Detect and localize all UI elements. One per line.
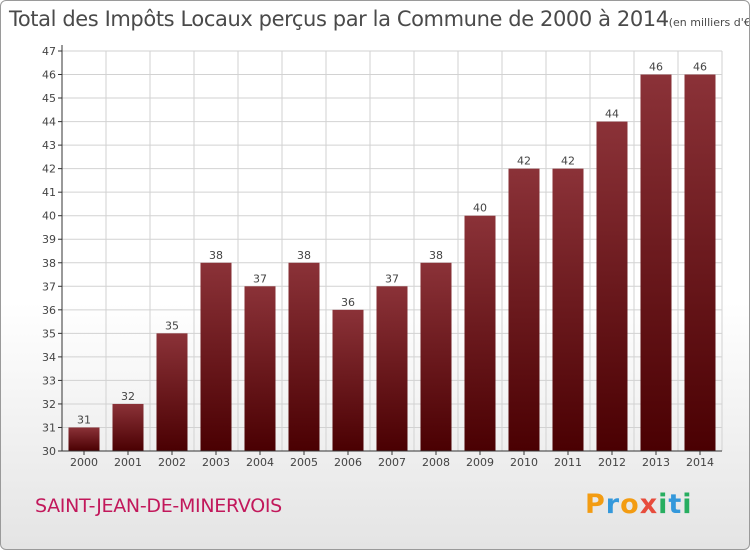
y-tick-label: 45 [42,92,56,105]
y-tick-label: 38 [42,257,56,270]
y-tick-label: 37 [42,280,56,293]
chart-title: Total des Impôts Locaux perçus par la Co… [9,7,750,31]
bar [332,309,364,451]
bar [552,168,584,451]
title-main: Total des Impôts Locaux perçus par la Co… [9,7,669,31]
data-label: 38 [429,249,443,262]
y-tick-label: 43 [42,139,56,152]
data-label: 31 [77,413,91,426]
data-label: 38 [209,249,223,262]
data-label: 35 [165,319,179,332]
x-tick-label: 2012 [598,456,626,469]
commune-name: SAINT-JEAN-DE-MINERVOIS [35,495,282,517]
x-tick-label: 2000 [70,456,98,469]
x-tick-label: 2013 [642,456,670,469]
y-tick-label: 35 [42,327,56,340]
y-tick-label: 40 [42,210,56,223]
x-tick-label: 2002 [158,456,186,469]
logo-letter: P [585,489,606,520]
y-tick-label: 36 [42,304,56,317]
data-label: 40 [473,202,487,215]
data-label: 36 [341,296,355,309]
y-tick-label: 47 [42,45,56,58]
proxiti-logo: Proxiti [585,489,693,520]
x-tick-label: 2003 [202,456,230,469]
logo-letter: x [639,489,659,520]
bar [464,215,496,451]
y-tick-label: 33 [42,374,56,387]
y-tick-label: 46 [42,69,56,82]
y-tick-label: 41 [42,186,56,199]
x-tick-label: 2004 [246,456,274,469]
data-labels: 31 32 35 38 37 38 36 37 38 40 42 42 44 46 46 [77,61,707,427]
logo-letter: o [620,489,640,520]
bar [376,286,408,451]
bar [200,262,232,451]
y-tick-label: 31 [42,421,56,434]
logo-letter: i [682,489,693,520]
y-tick-label: 42 [42,163,56,176]
bar [420,262,452,451]
axes: 30 31 32 33 34 35 36 37 38 39 40 41 42 43 44 45 46 47 2000… [42,45,722,469]
x-tick-label: 2014 [686,456,714,469]
x-tick-label: 2001 [114,456,142,469]
bar [596,121,628,452]
title-unit: (en milliers d'€) [668,16,750,29]
bar [112,403,144,451]
bar [684,74,716,451]
logo-letter: r [605,489,621,520]
x-tick-label: 2007 [378,456,406,469]
data-label: 37 [385,272,399,285]
bar [508,168,540,451]
data-label: 42 [561,155,575,168]
y-tick-label: 32 [42,398,56,411]
x-tick-label: 2006 [334,456,362,469]
data-label: 32 [121,390,135,403]
bar [156,333,188,451]
logo-letter: i [658,489,669,520]
x-tick-label: 2005 [290,456,318,469]
data-label: 42 [517,155,531,168]
y-tick-label: 39 [42,233,56,246]
y-tick-label: 34 [42,351,56,364]
data-label: 46 [693,61,707,74]
bar [288,262,320,451]
data-label: 37 [253,272,267,285]
x-tick-label: 2008 [422,456,450,469]
bar [640,74,672,451]
data-label: 44 [605,108,619,121]
data-label: 46 [649,61,663,74]
y-tick-label: 30 [42,445,56,458]
x-tick-label: 2011 [554,456,582,469]
data-label: 38 [297,249,311,262]
bars [68,74,716,452]
bar [68,427,100,451]
x-tick-label: 2010 [510,456,538,469]
y-tick-label: 44 [42,116,56,129]
x-tick-label: 2009 [466,456,494,469]
logo-letter: t [668,489,683,520]
bar [244,286,276,451]
